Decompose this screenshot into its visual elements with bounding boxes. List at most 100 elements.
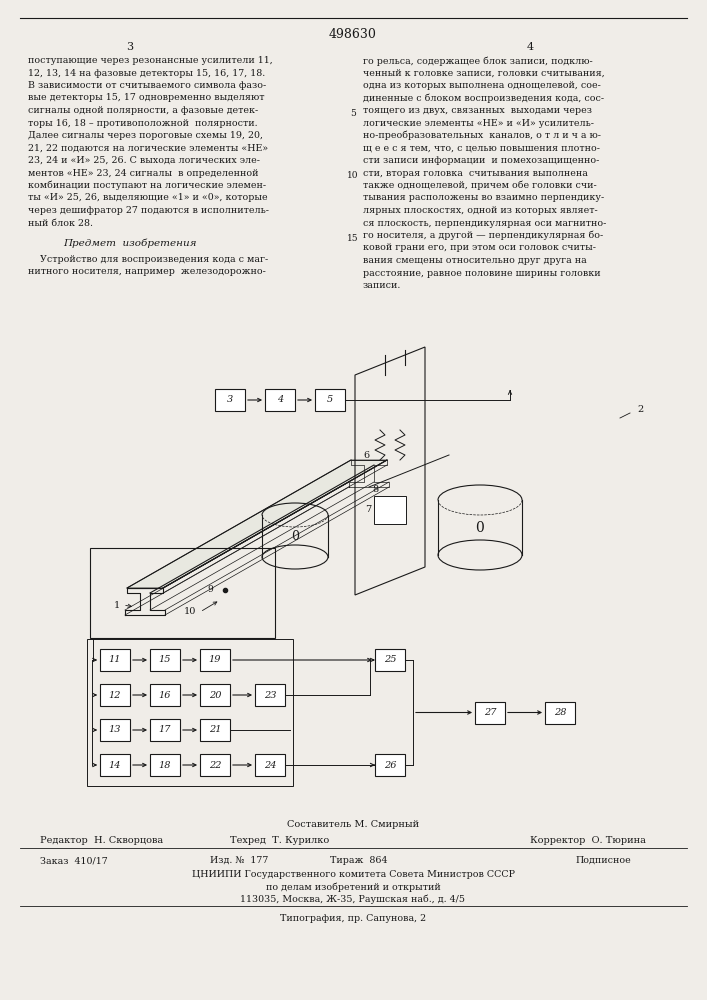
Text: 6: 6 — [363, 450, 369, 460]
Text: 12, 13, 14 на фазовые детекторы 15, 16, 17, 18.: 12, 13, 14 на фазовые детекторы 15, 16, … — [28, 68, 265, 78]
Text: ментов «НЕ» 23, 24 сигналы  в определенной: ментов «НЕ» 23, 24 сигналы в определенно… — [28, 168, 259, 178]
Text: сти записи информации  и помехозащищенно-: сти записи информации и помехозащищенно- — [363, 156, 600, 165]
Text: ковой грани его, при этом оси головок считы-: ковой грани его, при этом оси головок сч… — [363, 243, 596, 252]
Text: тоящего из двух, связанных  выходами через: тоящего из двух, связанных выходами чере… — [363, 106, 592, 115]
FancyBboxPatch shape — [374, 496, 406, 524]
Text: Заказ  410/17: Заказ 410/17 — [40, 856, 107, 865]
Text: записи.: записи. — [363, 281, 402, 290]
Text: Техред  Т. Курилко: Техред Т. Курилко — [230, 836, 329, 845]
FancyBboxPatch shape — [150, 684, 180, 706]
Text: ный блок 28.: ный блок 28. — [28, 219, 93, 228]
Text: 23: 23 — [264, 690, 276, 700]
Text: 4: 4 — [527, 42, 534, 52]
Text: ченный к головке записи, головки считывания,: ченный к головке записи, головки считыва… — [363, 68, 604, 78]
Text: го носителя, а другой — перпендикулярная бо-: го носителя, а другой — перпендикулярная… — [363, 231, 603, 240]
FancyBboxPatch shape — [150, 649, 180, 671]
Text: 22: 22 — [209, 760, 221, 770]
Text: 4: 4 — [277, 395, 283, 404]
Text: го рельса, содержащее блок записи, подклю-: го рельса, содержащее блок записи, подкл… — [363, 56, 592, 66]
Text: 3: 3 — [127, 42, 134, 52]
Polygon shape — [127, 460, 387, 588]
Text: 28: 28 — [554, 708, 566, 717]
Text: 10: 10 — [184, 607, 196, 616]
FancyBboxPatch shape — [545, 702, 575, 724]
Text: комбинации поступают на логические элемен-: комбинации поступают на логические элеме… — [28, 181, 266, 190]
Text: 2: 2 — [637, 406, 643, 414]
FancyBboxPatch shape — [375, 754, 405, 776]
Text: 19: 19 — [209, 656, 221, 664]
FancyBboxPatch shape — [215, 389, 245, 411]
FancyBboxPatch shape — [255, 754, 285, 776]
Text: 1: 1 — [114, 600, 120, 609]
Text: 5: 5 — [350, 109, 356, 118]
Text: 16: 16 — [159, 690, 171, 700]
FancyBboxPatch shape — [100, 684, 130, 706]
Text: щ е е с я тем, что, с целью повышения плотно-: щ е е с я тем, что, с целью повышения пл… — [363, 143, 600, 152]
Text: 5: 5 — [327, 395, 333, 404]
Text: Составитель М. Смирный: Составитель М. Смирный — [287, 820, 419, 829]
Text: сигналы одной полярности, а фазовые детек-: сигналы одной полярности, а фазовые дете… — [28, 106, 258, 115]
Text: сти, вторая головка  считывания выполнена: сти, вторая головка считывания выполнена — [363, 168, 588, 178]
Text: 0: 0 — [291, 530, 299, 542]
FancyBboxPatch shape — [150, 719, 180, 741]
Text: одна из которых выполнена однощелевой, сое-: одна из которых выполнена однощелевой, с… — [363, 81, 601, 90]
FancyBboxPatch shape — [255, 684, 285, 706]
FancyBboxPatch shape — [200, 649, 230, 671]
Text: логические элементы «НЕ» и «И» усилитель-: логические элементы «НЕ» и «И» усилитель… — [363, 118, 594, 127]
Text: торы 16, 18 – противоположной  полярности.: торы 16, 18 – противоположной полярности… — [28, 118, 257, 127]
Text: через дешифратор 27 подаются в исполнитель-: через дешифратор 27 подаются в исполните… — [28, 206, 269, 215]
Text: лярных плоскостях, одной из которых являет-: лярных плоскостях, одной из которых явля… — [363, 206, 597, 215]
FancyBboxPatch shape — [150, 754, 180, 776]
FancyBboxPatch shape — [200, 754, 230, 776]
Text: расстояние, равное половине ширины головки: расстояние, равное половине ширины голов… — [363, 268, 601, 277]
Text: 27: 27 — [484, 708, 496, 717]
Text: 18: 18 — [159, 760, 171, 770]
Text: Тираж  864: Тираж 864 — [330, 856, 387, 865]
Text: диненные с блоком воспроизведения кода, сос-: диненные с блоком воспроизведения кода, … — [363, 94, 604, 103]
Text: Устройство для воспроизведения кода с маг-: Устройство для воспроизведения кода с ма… — [28, 255, 268, 264]
Text: тывания расположены во взаимно перпендику-: тывания расположены во взаимно перпендик… — [363, 194, 604, 202]
Text: 9: 9 — [207, 585, 213, 594]
Text: поступающие через резонансные усилители 11,: поступающие через резонансные усилители … — [28, 56, 273, 65]
Text: 15: 15 — [159, 656, 171, 664]
FancyBboxPatch shape — [100, 649, 130, 671]
Text: 113035, Москва, Ж-35, Раушская наб., д. 4/5: 113035, Москва, Ж-35, Раушская наб., д. … — [240, 894, 465, 904]
Text: 0: 0 — [476, 520, 484, 534]
FancyBboxPatch shape — [100, 754, 130, 776]
Text: вания смещены относительно друг друга на: вания смещены относительно друг друга на — [363, 256, 587, 265]
Text: по делам изобретений и открытий: по делам изобретений и открытий — [266, 882, 440, 892]
FancyBboxPatch shape — [265, 389, 295, 411]
Text: 20: 20 — [209, 690, 221, 700]
Text: 498630: 498630 — [329, 28, 377, 41]
Text: 8: 8 — [372, 486, 378, 494]
Text: 23, 24 и «И» 25, 26. С выхода логических эле-: 23, 24 и «И» 25, 26. С выхода логических… — [28, 156, 260, 165]
Text: 17: 17 — [159, 726, 171, 734]
FancyBboxPatch shape — [200, 684, 230, 706]
Text: Редактор  Н. Скворцова: Редактор Н. Скворцова — [40, 836, 163, 845]
Text: 24: 24 — [264, 760, 276, 770]
Text: 15: 15 — [347, 234, 359, 243]
Text: В зависимости от считываемого символа фазо-: В зависимости от считываемого символа фа… — [28, 81, 267, 90]
Text: нитного носителя, например  железодорожно-: нитного носителя, например железодорожно… — [28, 267, 266, 276]
Text: 11: 11 — [109, 656, 121, 664]
Text: Далее сигналы через пороговые схемы 19, 20,: Далее сигналы через пороговые схемы 19, … — [28, 131, 263, 140]
Text: 3: 3 — [227, 395, 233, 404]
Text: 25: 25 — [384, 656, 396, 664]
FancyBboxPatch shape — [475, 702, 505, 724]
Text: 10: 10 — [347, 172, 358, 180]
Text: также однощелевой, причем обе головки счи-: также однощелевой, причем обе головки сч… — [363, 181, 597, 190]
Text: 13: 13 — [109, 726, 121, 734]
Text: 21: 21 — [209, 726, 221, 734]
Text: ЦНИИПИ Государственного комитета Совета Министров СССР: ЦНИИПИ Государственного комитета Совета … — [192, 870, 515, 879]
FancyBboxPatch shape — [375, 649, 405, 671]
Text: 14: 14 — [109, 760, 121, 770]
Text: ся плоскость, перпендикулярная оси магнитно-: ся плоскость, перпендикулярная оси магни… — [363, 219, 607, 228]
Text: Подписное: Подписное — [575, 856, 631, 865]
FancyBboxPatch shape — [200, 719, 230, 741]
Text: Предмет  изобретения: Предмет изобретения — [63, 239, 197, 248]
Text: Изд. №  177: Изд. № 177 — [210, 856, 269, 865]
Text: Типография, пр. Сапунова, 2: Типография, пр. Сапунова, 2 — [280, 914, 426, 923]
Text: 7: 7 — [365, 506, 371, 514]
Text: но-преобразовательных  каналов, о т л и ч а ю-: но-преобразовательных каналов, о т л и ч… — [363, 131, 601, 140]
Text: 21, 22 подаются на логические элементы «НЕ»: 21, 22 подаются на логические элементы «… — [28, 143, 268, 152]
